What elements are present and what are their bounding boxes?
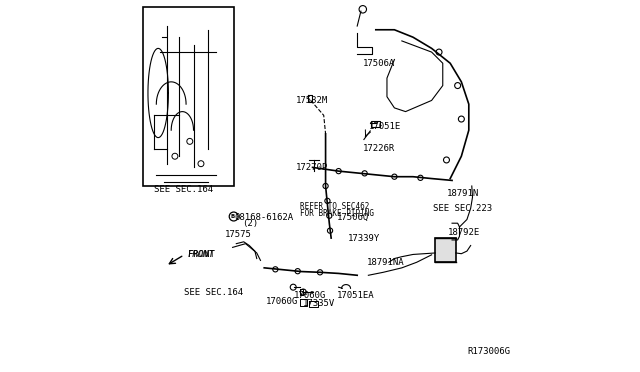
Text: FRONT: FRONT (188, 250, 215, 259)
Text: SEE SEC.223: SEE SEC.223 (433, 204, 493, 213)
Text: 17051EA: 17051EA (337, 291, 374, 300)
Text: FRONT: FRONT (188, 250, 215, 259)
Text: 17226R: 17226R (363, 144, 395, 153)
Text: R173006G: R173006G (467, 347, 510, 356)
Text: SEE SEC.164: SEE SEC.164 (184, 288, 243, 296)
Text: 17335V: 17335V (303, 299, 335, 308)
Text: 17532M: 17532M (296, 96, 328, 105)
Text: 18791NA: 18791NA (367, 258, 404, 267)
Bar (143, 7, 234, 186)
Text: 17060G: 17060G (266, 297, 298, 306)
Bar (435, 238, 456, 262)
Text: 17506Q: 17506Q (337, 213, 369, 222)
Text: 08168-6162A: 08168-6162A (234, 213, 294, 222)
Text: 17270P: 17270P (296, 163, 328, 172)
Text: B: B (230, 214, 235, 219)
Text: SEE SEC.164: SEE SEC.164 (154, 185, 214, 194)
Text: FOR BRAKE PIPING: FOR BRAKE PIPING (300, 209, 374, 218)
Text: (2): (2) (242, 219, 258, 228)
Text: 18791N: 18791N (447, 189, 479, 198)
Text: 17060G: 17060G (294, 291, 326, 300)
Text: 18792E: 18792E (449, 228, 481, 237)
Text: 17506A: 17506A (363, 59, 395, 68)
Text: REFER TO SEC462: REFER TO SEC462 (300, 202, 369, 211)
Text: 17575: 17575 (225, 230, 252, 239)
Text: 17339Y: 17339Y (348, 234, 380, 243)
Bar (371, 121, 380, 127)
Text: 17051E: 17051E (369, 122, 401, 131)
